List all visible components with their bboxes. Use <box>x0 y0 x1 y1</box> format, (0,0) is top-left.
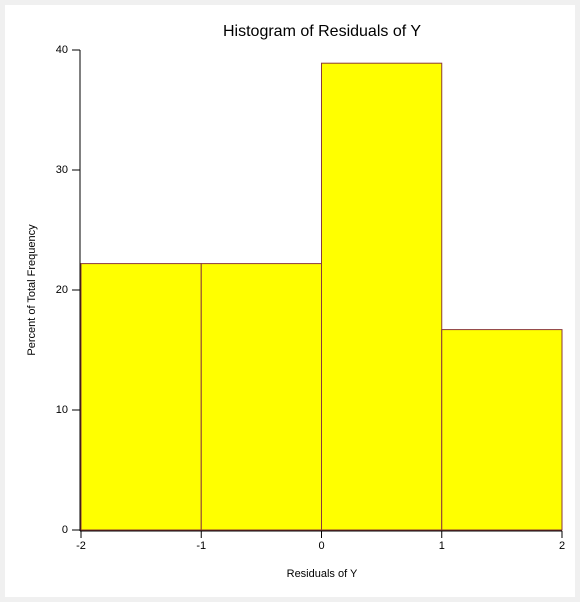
x-tick-label: -1 <box>196 540 206 552</box>
x-tick-label: 0 <box>318 540 324 552</box>
y-tick-label: 10 <box>56 404 68 416</box>
y-tick-label: 0 <box>62 524 68 536</box>
x-tick-label: -2 <box>76 540 86 552</box>
y-tick-label: 40 <box>56 44 68 56</box>
y-tick-label: 20 <box>56 284 68 296</box>
x-axis-label: Residuals of Y <box>287 568 358 580</box>
bar <box>441 329 563 531</box>
y-tick-label: 30 <box>56 164 68 176</box>
x-tick-label: 1 <box>439 540 445 552</box>
x-tick-label: 2 <box>559 540 565 552</box>
chart-title: Histogram of Residuals of Y <box>223 23 421 40</box>
y-axis-label: Percent of Total Frequency <box>26 224 38 356</box>
bar <box>200 263 322 531</box>
bar <box>321 62 443 531</box>
bar <box>80 263 202 531</box>
